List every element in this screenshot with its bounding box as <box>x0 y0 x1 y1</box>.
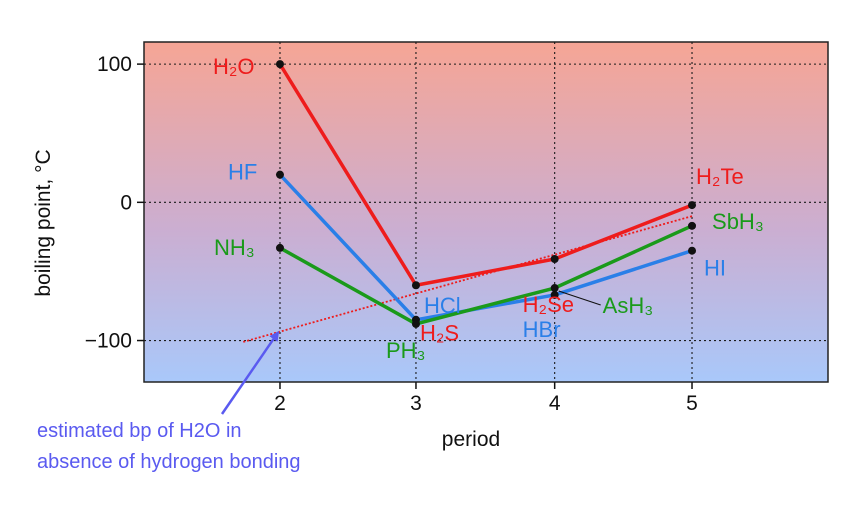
annotation-text: estimated bp of H2O in absence of hydrog… <box>37 416 301 478</box>
trend-line <box>243 215 693 343</box>
y-tick-label: 0 <box>120 191 132 214</box>
point-label: AsH₃ <box>603 293 654 318</box>
y-tick-label: −100 <box>85 330 132 353</box>
annotation-line-2: absence of hydrogen bonding <box>37 451 301 473</box>
point-label: SbH₃ <box>712 209 764 234</box>
x-axis-label: period <box>442 428 500 451</box>
data-point <box>550 290 559 299</box>
data-point <box>688 246 697 255</box>
point-label: H₂S <box>420 320 459 345</box>
series-line <box>278 63 693 288</box>
annotation-arrow <box>220 330 280 415</box>
point-label: H₂Se <box>523 292 574 317</box>
data-point <box>275 60 284 69</box>
point-label: HCl <box>424 293 461 318</box>
series-line <box>279 224 693 326</box>
x-tick-label: 3 <box>410 392 422 415</box>
data-point <box>688 201 697 210</box>
data-point <box>688 221 697 230</box>
y-tick-label: 100 <box>97 53 132 76</box>
point-label: HBr <box>523 317 561 342</box>
point-label: HF <box>228 160 257 185</box>
x-tick-label: 4 <box>549 392 561 415</box>
x-tick-label: 5 <box>686 392 698 415</box>
point-label: HI <box>704 256 726 281</box>
x-tick-label: 2 <box>274 392 286 415</box>
data-point <box>275 243 284 252</box>
point-label: H₂O <box>213 54 255 79</box>
point-label: NH₃ <box>214 235 255 260</box>
plot-area <box>143 41 829 383</box>
data-point <box>411 281 420 290</box>
y-axis-label: boiling point, °C <box>32 149 55 296</box>
point-label: H₂Te <box>696 164 744 189</box>
data-point <box>550 284 559 293</box>
label-leader-line <box>558 290 601 306</box>
data-point <box>411 319 420 328</box>
point-label: PH₃ <box>386 338 426 363</box>
annotation-line-1: estimated bp of H2O in <box>37 420 242 442</box>
data-point <box>550 254 559 263</box>
data-point <box>275 170 284 179</box>
